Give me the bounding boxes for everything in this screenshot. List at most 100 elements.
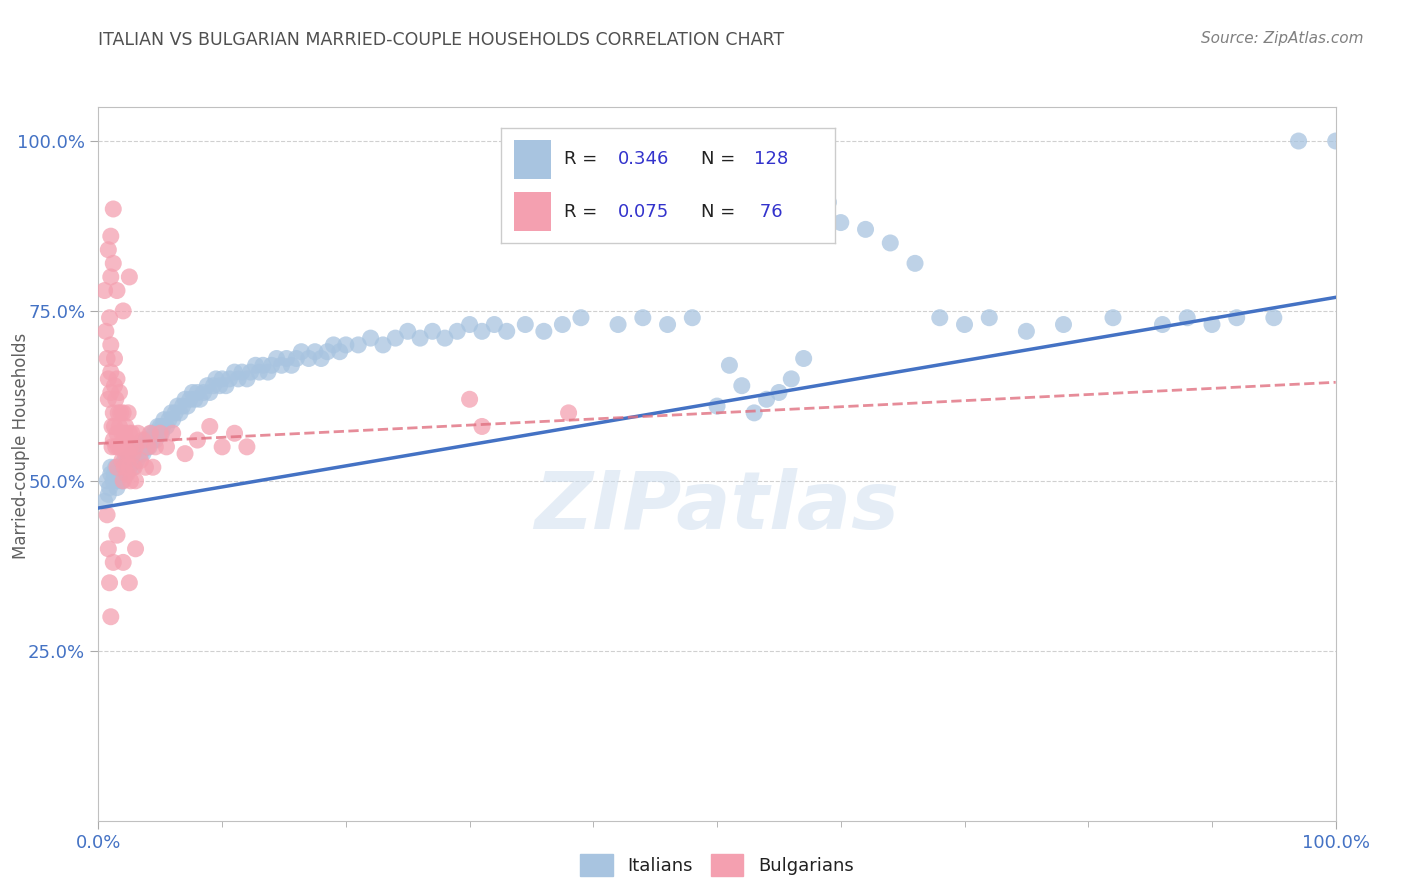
Point [112,474,135,488]
Point [162,426,184,441]
Point [270,359,292,373]
Point [309,351,332,366]
Point [100,229,122,244]
Point [110,406,132,420]
Point [153,412,176,426]
Point [631,310,654,325]
Point [280,359,302,373]
Point [533,324,555,338]
Point [124,541,146,556]
Point [117,447,139,461]
Point [115,467,138,481]
Point [211,440,233,454]
Point [136,440,159,454]
Point [124,474,146,488]
Point [107,406,129,420]
Point [112,440,135,454]
Point [160,406,183,420]
Point [112,426,135,441]
Point [162,412,184,426]
Point [181,385,204,400]
Point [179,392,201,407]
Point [290,344,312,359]
Point [143,440,166,454]
Point [129,453,152,467]
Point [120,474,142,488]
Point [122,447,145,461]
Point [124,447,146,461]
Point [103,433,125,447]
Point [103,256,125,270]
Point [120,453,142,467]
Point [146,419,169,434]
Point [198,419,221,434]
Point [304,344,326,359]
Point [118,575,141,590]
Point [124,453,146,467]
Point [953,318,976,332]
Point [103,419,125,434]
Point [409,331,432,345]
Point [108,460,131,475]
Point [121,426,143,441]
Point [742,406,765,420]
Point [96,508,118,522]
Point [112,406,135,420]
Point [928,310,950,325]
Point [371,338,394,352]
Point [285,351,308,366]
Point [142,460,165,475]
Point [100,460,122,475]
Point [136,433,159,447]
Point [1152,318,1174,332]
Point [105,426,128,441]
Point [108,419,131,434]
Point [103,467,125,481]
Point [112,467,135,481]
Point [141,426,163,441]
Point [557,406,579,420]
Point [471,419,494,434]
Point [100,269,122,284]
Point [484,318,506,332]
Point [657,318,679,332]
Point [104,440,127,454]
Point [97,487,120,501]
Point [105,474,128,488]
Point [103,474,125,488]
Point [569,310,592,325]
Point [1288,134,1310,148]
Point [104,392,127,407]
Point [105,372,128,386]
Point [128,440,150,454]
Point [124,460,146,475]
Text: ITALIAN VS BULGARIAN MARRIED-COUPLE HOUSEHOLDS CORRELATION CHART: ITALIAN VS BULGARIAN MARRIED-COUPLE HOUS… [98,31,785,49]
Point [135,440,157,454]
Point [551,318,574,332]
Point [101,419,124,434]
Point [755,392,778,407]
Point [112,453,135,467]
Point [266,351,288,366]
Point [127,447,149,461]
Point [1102,310,1125,325]
Point [107,440,129,454]
Point [121,447,143,461]
Point [111,426,134,441]
Point [198,385,221,400]
Point [855,222,877,236]
Point [257,365,280,379]
Point [139,433,162,447]
Point [138,440,160,454]
Point [94,324,117,338]
Point [111,453,134,467]
Point [110,467,132,481]
Point [830,216,852,230]
Text: ZIPatlas: ZIPatlas [534,467,900,546]
Point [195,378,218,392]
Point [93,284,115,298]
Point [104,460,127,475]
Point [97,392,120,407]
Point [129,447,152,461]
Text: Source: ZipAtlas.com: Source: ZipAtlas.com [1201,31,1364,46]
